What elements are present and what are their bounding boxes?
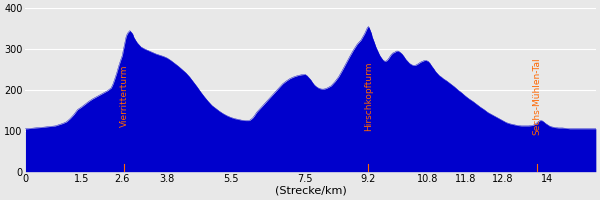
Text: Sechs-Mühlen-Tal: Sechs-Mühlen-Tal: [532, 57, 541, 135]
Text: Vierritterturm: Vierritterturm: [120, 65, 129, 127]
X-axis label: (Strecke/km): (Strecke/km): [275, 186, 347, 196]
Text: Hirschkopfturm: Hirschkopfturm: [364, 61, 373, 131]
